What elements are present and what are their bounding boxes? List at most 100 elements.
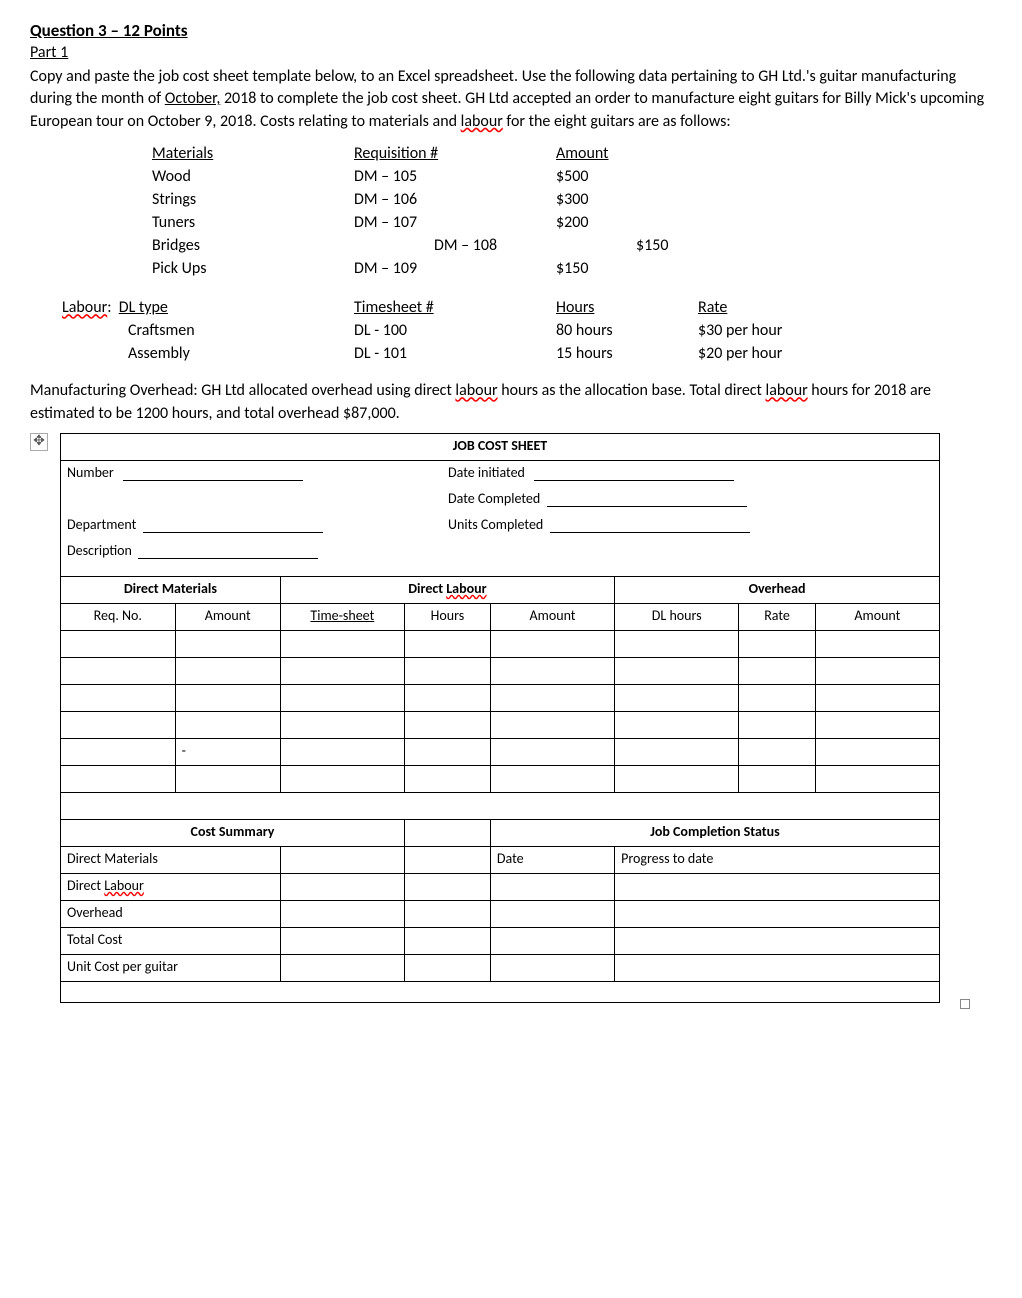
progress-cell[interactable]: [615, 927, 940, 954]
labour-rate: $30 per hour: [698, 320, 838, 341]
unit-cost-value[interactable]: [280, 954, 404, 981]
spacer-cell: [404, 954, 490, 981]
dm-header: Direct Materials: [61, 576, 281, 603]
date-cell[interactable]: [490, 900, 614, 927]
material-amt: $300: [556, 189, 696, 210]
description-label: Description: [67, 542, 132, 559]
dl-summary-value[interactable]: [280, 873, 404, 900]
overhead-paragraph: Manufacturing Overhead: GH Ltd allocated…: [30, 380, 992, 425]
department-label: Department: [67, 516, 136, 533]
description-field[interactable]: [138, 544, 318, 559]
table-row: Craftsmen DL - 100 80 hours $30 per hour: [62, 320, 838, 341]
col-hours: Hours: [404, 603, 490, 630]
table-row: Tuners DM – 107 $200: [152, 212, 696, 233]
move-handle-icon[interactable]: ✥: [30, 433, 48, 451]
col-amount-1: Amount: [175, 603, 280, 630]
labour-ts: DL - 101: [354, 343, 554, 364]
question-title: Question 3 – 12 Points: [30, 20, 992, 41]
date-cell[interactable]: [490, 873, 614, 900]
spacer-cell: [404, 900, 490, 927]
material-amt: $150: [556, 258, 696, 279]
date-initiated-field[interactable]: [534, 466, 734, 481]
date-cell[interactable]: [490, 927, 614, 954]
progress-cell[interactable]: [615, 954, 940, 981]
total-cost-value[interactable]: [280, 927, 404, 954]
table-row: Bridges DM – 108 $150: [152, 235, 696, 256]
material-req: DM – 106: [354, 189, 554, 210]
table-row: [61, 657, 940, 684]
table-row: Wood DM – 105 $500: [152, 166, 696, 187]
oh-header: Overhead: [615, 576, 940, 603]
date-completed-field[interactable]: [547, 492, 747, 507]
job-completion-header: Job Completion Status: [490, 819, 939, 846]
labour-header-3: Hours: [556, 297, 696, 318]
dl-summary-text: Direct: [67, 877, 104, 894]
material-name: Strings: [152, 189, 352, 210]
footer-cell: [61, 981, 940, 1002]
dm-summary-value[interactable]: [280, 846, 404, 873]
dl-summary-labour: Labour: [104, 877, 144, 894]
labour-prefix: Labour: [62, 298, 107, 317]
table-row: Assembly DL - 101 15 hours $20 per hour: [62, 343, 838, 364]
spacer-cell: [404, 927, 490, 954]
dl-summary-label: Direct Labour: [61, 873, 281, 900]
progress-col-header: Progress to date: [615, 846, 940, 873]
total-cost-label: Total Cost: [61, 927, 281, 954]
overhead-labour-2: labour: [766, 381, 808, 400]
dl-header-text: Direct: [408, 580, 446, 597]
unit-cost-label: Unit Cost per guitar: [61, 954, 281, 981]
labour-header-4: Rate: [698, 297, 838, 318]
col-amount-3: Amount: [815, 603, 939, 630]
dl-header-labour: Labour: [446, 580, 486, 597]
units-completed-field[interactable]: [550, 518, 750, 533]
job-cost-sheet-table: JOB COST SHEET Number Date initiated: [60, 433, 940, 1003]
labour-ts: DL - 100: [354, 320, 554, 341]
progress-cell[interactable]: [615, 873, 940, 900]
number-field[interactable]: [123, 466, 303, 481]
table-row: -: [61, 738, 940, 765]
labour-type: Assembly: [62, 343, 352, 364]
labour-hrs: 15 hours: [556, 343, 696, 364]
intro-text-3: for the eight guitars are as follows:: [503, 112, 731, 131]
overhead-text-2: hours as the allocation base. Total dire…: [498, 381, 766, 400]
material-amt: $500: [556, 166, 696, 187]
material-name: Tuners: [152, 212, 352, 233]
oh-summary-value[interactable]: [280, 900, 404, 927]
date-col-header: Date: [490, 846, 614, 873]
col-reqno: Req. No.: [61, 603, 176, 630]
material-req: DM – 108: [354, 235, 554, 256]
materials-header-3: Amount: [556, 143, 696, 164]
material-req: DM – 107: [354, 212, 554, 233]
intro-labour-word: labour: [461, 112, 503, 131]
material-req: DM – 105: [354, 166, 554, 187]
material-amt: $150: [556, 235, 696, 256]
oh-summary-label: Overhead: [61, 900, 281, 927]
table-row: Strings DM – 106 $300: [152, 189, 696, 210]
progress-cell[interactable]: [615, 900, 940, 927]
dm-summary-label: Direct Materials: [61, 846, 281, 873]
table-row: [61, 792, 940, 819]
material-req: DM – 109: [354, 258, 554, 279]
labour-type: Craftsmen: [62, 320, 352, 341]
intro-paragraph: Copy and paste the job cost sheet templa…: [30, 66, 992, 133]
labour-table: Labour: DL type Timesheet # Hours Rate C…: [60, 295, 840, 366]
table-row: [61, 630, 940, 657]
sheet-title: JOB COST SHEET: [61, 433, 940, 460]
col-dlhours: DL hours: [615, 603, 739, 630]
department-field[interactable]: [143, 518, 323, 533]
overhead-text-1: Manufacturing Overhead: GH Ltd allocated…: [30, 381, 455, 400]
spacer-cell: [404, 819, 490, 846]
table-row: Pick Ups DM – 109 $150: [152, 258, 696, 279]
material-name: Wood: [152, 166, 352, 187]
date-completed-label: Date Completed: [448, 490, 540, 507]
materials-header-1: Materials: [152, 143, 352, 164]
material-name: Pick Ups: [152, 258, 352, 279]
date-cell[interactable]: [490, 954, 614, 981]
overhead-labour-1: labour: [455, 381, 497, 400]
labour-hrs: 80 hours: [556, 320, 696, 341]
labour-rate: $20 per hour: [698, 343, 838, 364]
table-row: [61, 711, 940, 738]
materials-header-2: Requisition #: [354, 143, 554, 164]
resize-handle-icon[interactable]: [960, 999, 970, 1009]
labour-header-1: DL type: [119, 298, 168, 317]
